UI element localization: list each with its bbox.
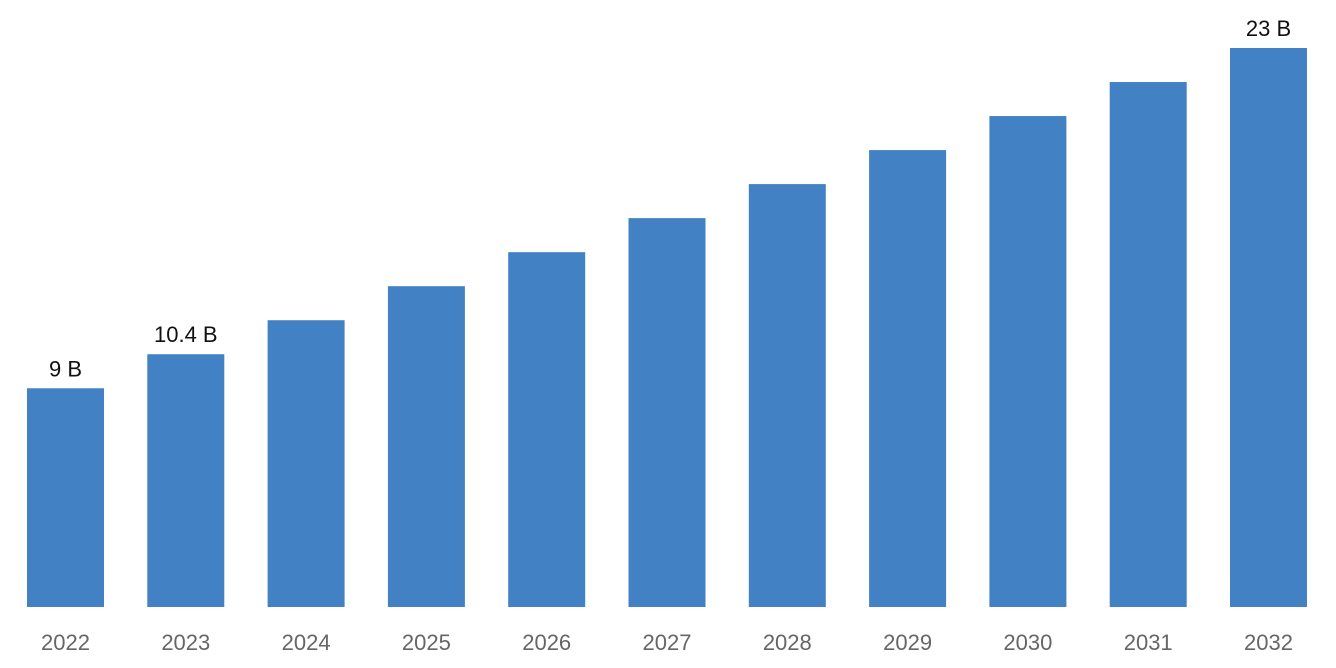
bar-2023 — [147, 354, 225, 607]
bar-2032 — [1230, 48, 1307, 607]
bar-2022 — [27, 388, 104, 607]
x-tick-label-2026: 2026 — [522, 630, 571, 655]
x-tick-label-2028: 2028 — [763, 630, 812, 655]
x-tick-label-2027: 2027 — [643, 630, 692, 655]
bar-2028 — [748, 184, 826, 607]
x-tick-label-2024: 2024 — [282, 630, 331, 655]
x-tick-label-2022: 2022 — [41, 630, 90, 655]
bar-2026 — [508, 252, 586, 607]
bar-2024 — [267, 320, 345, 607]
data-label-2032: 23 B — [1246, 16, 1291, 41]
data-labels-group: 9 B 10.4 B 23 B — [49, 16, 1291, 381]
x-tick-label-2030: 2030 — [1003, 630, 1052, 655]
bar-2025 — [387, 286, 465, 607]
data-label-2022: 9 B — [49, 356, 82, 381]
data-label-2023: 10.4 B — [154, 322, 218, 347]
bar-2029 — [869, 150, 947, 607]
x-tick-label-2029: 2029 — [883, 630, 932, 655]
x-tick-label-2032: 2032 — [1244, 630, 1293, 655]
bars-group — [27, 48, 1307, 608]
x-tick-label-2031: 2031 — [1124, 630, 1173, 655]
x-tick-label-2023: 2023 — [161, 630, 210, 655]
bar-2031 — [1109, 82, 1187, 607]
x-tick-label-2025: 2025 — [402, 630, 451, 655]
bar-2027 — [628, 218, 706, 607]
bar-2030 — [989, 116, 1067, 608]
x-axis-tick-labels: 2022 2023 2024 2025 2026 2027 2028 2029 2030 2031… — [41, 630, 1293, 655]
